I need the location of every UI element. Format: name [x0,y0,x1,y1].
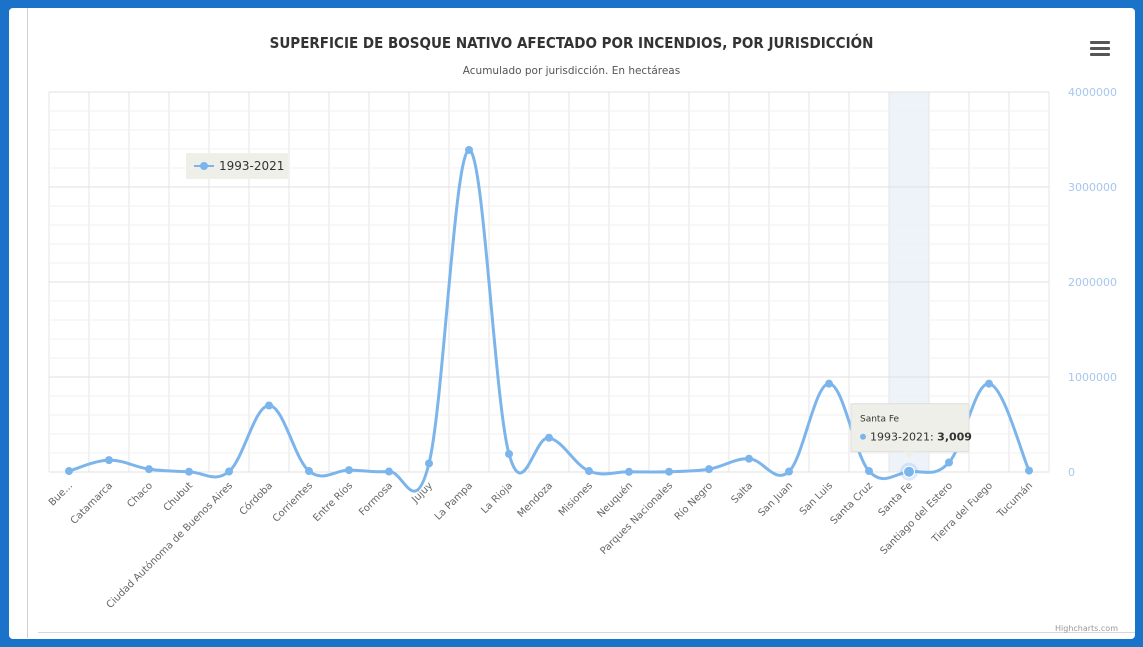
x-axis-tick-label: Río Negro [672,480,715,523]
data-point [225,467,233,476]
legend-box [186,153,288,179]
y-axis-tick-label: 1000000 [1068,371,1117,384]
data-point [665,467,673,476]
data-point [105,456,113,465]
data-point [505,449,513,458]
data-point-highlighted [903,465,915,478]
menu-line [1090,47,1110,50]
x-axis-tick-label: Chubut [162,480,195,513]
data-point [985,379,993,388]
x-axis-tick-label: Entre Ríos [311,480,355,524]
tooltip-value: 1993-2021: 3,009 [870,431,972,444]
x-axis-tick-label: Formosa [357,480,395,518]
data-point [345,466,353,475]
data-point [465,145,473,154]
data-point [425,459,433,468]
x-axis-tick-label: San Juan [756,480,795,519]
menu-line [1090,53,1110,56]
hamburger-menu-icon[interactable] [1090,41,1110,57]
x-axis-tick-label: Corrientes [271,480,315,524]
data-point [785,467,793,476]
x-axis-tick-label: La Pampa [433,480,475,522]
x-axis-tick-label: Mendoza [516,480,556,520]
data-point [865,467,873,476]
data-point [945,458,953,467]
chart-title: SUPERFICIE DE BOSQUE NATIVO AFECTADO POR… [269,34,874,52]
data-point [265,401,273,410]
data-point [185,467,193,476]
data-point [65,467,73,476]
x-axis-tick-label: Tucumán [994,480,1035,521]
x-axis-tick-label: Córdoba [237,480,275,518]
data-point [385,467,393,476]
y-axis-tick-label: 0 [1068,466,1075,479]
chart-subtitle: Acumulado por jurisdicción. En hectáreas [462,65,681,77]
data-point [1025,466,1033,475]
data-point [705,465,713,474]
credits-link[interactable]: Highcharts.com [1055,624,1118,633]
tooltip-marker [860,433,866,440]
x-axis-tick-label: Chaco [125,480,155,510]
left-divider [27,8,28,638]
x-axis-tick-label: Misiones [557,480,595,518]
data-point [625,467,633,476]
y-axis-tick-label: 3000000 [1068,181,1117,194]
data-point [745,454,753,463]
x-axis-tick-label: Bue... [47,480,75,508]
bottom-divider [38,632,1135,633]
data-point [545,433,553,442]
menu-line [1090,41,1110,44]
data-point [145,465,153,474]
data-point [305,467,313,476]
x-axis-tick-label: Santa Cruz [829,480,875,526]
tooltip-box [850,403,970,453]
tooltip-pointer [903,451,915,459]
tooltip-series-label: 1993-2021: [870,431,937,444]
tooltip-category: Santa Fe [860,415,900,425]
x-axis-tick-label: Neuquén [595,480,635,520]
legend-item-label: 1993-2021 [219,159,284,173]
x-axis-tick-label: Salta [729,480,755,506]
x-axis-tick-label: La Rioja [479,480,515,516]
y-axis-tick-label: 2000000 [1068,276,1117,289]
x-axis-tick-label: Catamarca [69,480,115,526]
tooltip-value-number: 3,009 [937,431,972,444]
x-axis-tick-label: Parques Nacionales [598,480,675,557]
y-axis-tick-label: 4000000 [1068,86,1117,99]
x-axis-tick-label: Santiago del Estero [878,480,955,557]
data-point [825,379,833,388]
legend-symbol-marker [200,162,208,170]
x-axis-tick-label: Santa Fe [877,480,915,518]
x-axis-tick-label: San Luis [798,480,835,517]
chart-container [9,8,1135,639]
data-point [585,467,593,476]
